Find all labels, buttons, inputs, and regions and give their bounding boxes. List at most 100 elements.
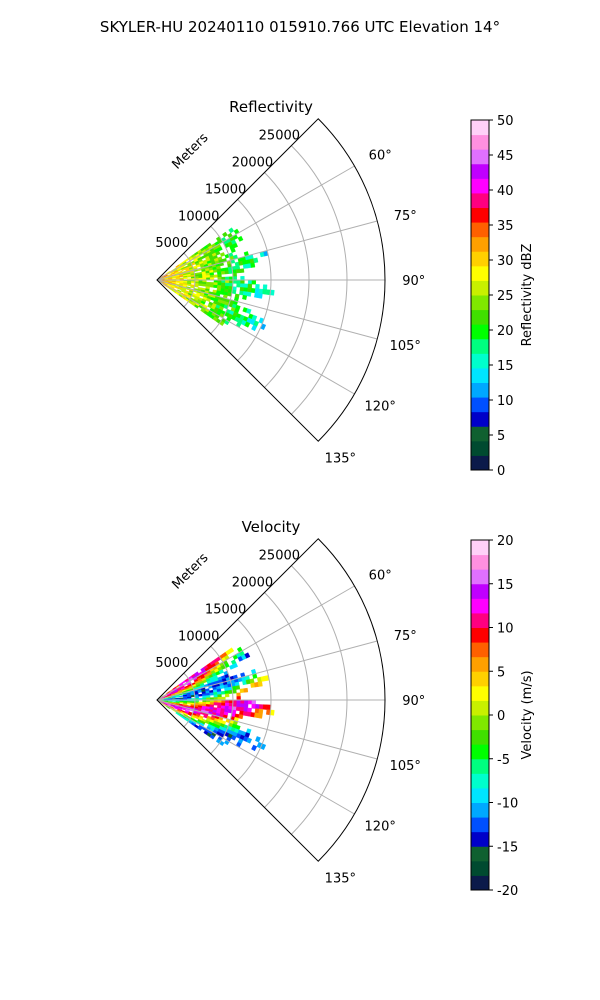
colorbar-segment [471, 817, 489, 833]
colorbar-segment [471, 455, 489, 471]
colorbar-segment [471, 134, 489, 150]
colorbar-tick-label: 15 [497, 359, 514, 374]
azimuth-gridline [156, 640, 378, 701]
figure-title: SKYLER-HU 20240110 015910.766 UTC Elevat… [100, 18, 500, 36]
azimuth-tick-label: 135° [325, 451, 356, 466]
colorbar-segment [471, 397, 489, 413]
range-tick-label: 10000 [178, 629, 219, 644]
colorbar-tick-label: 10 [497, 622, 514, 637]
range-tick-label: 20000 [232, 156, 273, 171]
colorbar-segment [471, 382, 489, 398]
colorbar-tick-label: 0 [497, 709, 505, 724]
colorbar-segment [471, 554, 489, 570]
colorbar-segment [471, 744, 489, 760]
colorbar-segment [471, 802, 489, 818]
colorbar-segment [471, 729, 489, 745]
colorbar-tick-label: 35 [497, 219, 514, 234]
range-tick-label: 20000 [232, 576, 273, 591]
azimuth-gridline [156, 279, 355, 395]
panel-reflectivity: Reflectivity 5000 10000 15000 20000 25000 Mete… [155, 98, 535, 479]
colorbar-tick-label: 0 [497, 464, 505, 479]
azimuth-gridline [156, 585, 355, 701]
colorbar-segment [471, 860, 489, 876]
colorbar-tick-label: 50 [497, 114, 514, 129]
colorbar-segment [471, 309, 489, 325]
range-axis-label: Meters [170, 550, 212, 592]
colorbar-segment [471, 251, 489, 267]
colorbar-segment [471, 875, 489, 891]
colorbar-segment [471, 583, 489, 599]
azimuth-tick-label: 75° [394, 629, 417, 644]
range-tick-label: 10000 [178, 209, 219, 224]
azimuth-tick-label: 105° [390, 759, 421, 774]
colorbar-segment [471, 715, 489, 731]
colorbar-segment [471, 787, 489, 803]
colorbar-segment [471, 831, 489, 847]
colorbar-tick-label: -5 [497, 753, 510, 768]
colorbar-segment [471, 295, 489, 311]
colorbar-tick-label: 30 [497, 254, 514, 269]
colorbar-segment [471, 192, 489, 208]
azimuth-tick-label: 120° [365, 399, 396, 414]
colorbar-segment [471, 612, 489, 628]
azimuth-gridline [156, 699, 355, 815]
range-tick-label: 25000 [259, 549, 300, 564]
colorbar-tick-label: 15 [497, 578, 514, 593]
range-tick-label: 15000 [205, 182, 246, 197]
azimuth-gridline [156, 699, 378, 760]
colorbar-segment [471, 426, 489, 442]
colorbar-segment [471, 440, 489, 456]
colorbar-segment [471, 540, 489, 556]
sector-frame [156, 538, 386, 862]
azimuth-gridline [156, 165, 355, 281]
colorbar-segment [471, 178, 489, 194]
colorbar-tick-label: 45 [497, 149, 514, 164]
colorbar-segment [471, 569, 489, 585]
range-tick-label: 5000 [155, 236, 188, 251]
azimuth-tick-label: 75° [394, 209, 417, 224]
colorbar-segment [471, 222, 489, 238]
azimuth-tick-label: 120° [365, 819, 396, 834]
colorbar-segment [471, 671, 489, 687]
colorbar-segment [471, 338, 489, 354]
range-tick-label: 15000 [205, 602, 246, 617]
azimuth-tick-label: 60° [369, 569, 392, 584]
colorbar-segment [471, 149, 489, 165]
colorbar-segment [471, 846, 489, 862]
colorbar-segment [471, 685, 489, 701]
colorbar-segment [471, 411, 489, 427]
colorbar-tick-label: 40 [497, 184, 514, 199]
colorbar-tick-label: -20 [497, 884, 518, 899]
colorbar-segment [471, 758, 489, 774]
range-axis-label: Meters [170, 130, 212, 172]
range-tick-label: 25000 [259, 129, 300, 144]
sector-frame [156, 118, 386, 442]
panels: Reflectivity500010000150002000025000Mete… [155, 98, 535, 899]
colorbar: 0 5 10 15 20 25 30 35 40 45 50 Reflectivity dBZ [470, 114, 535, 479]
colorbar-tick-label: -15 [497, 840, 518, 855]
colorbar-segment [471, 120, 489, 136]
colorbar-segment [471, 773, 489, 789]
colorbar-segment [471, 367, 489, 383]
colorbar-segment [471, 265, 489, 281]
azimuth-tick-label: 105° [390, 339, 421, 354]
colorbar-tick-label: 5 [497, 429, 505, 444]
colorbar-tick-label: 5 [497, 665, 505, 680]
azimuth-tick-label: 60° [369, 149, 392, 164]
colorbar-tick-label: 20 [497, 324, 514, 339]
azimuth-tick-label: 90° [402, 694, 425, 709]
colorbar: -20 -15 -10 -5 0 5 10 15 20 Velocity (m/s) [470, 534, 535, 899]
colorbar-tick-label: 20 [497, 534, 514, 549]
colorbar-tick-label: -10 [497, 797, 518, 812]
colorbar-label: Reflectivity dBZ [520, 244, 535, 347]
colorbar-segment [471, 656, 489, 672]
colorbar-tick-label: 10 [497, 394, 514, 409]
colorbar-segment [471, 627, 489, 643]
colorbar-segment [471, 353, 489, 369]
azimuth-tick-label: 135° [325, 871, 356, 886]
colorbar-segment [471, 324, 489, 340]
azimuth-gridline [156, 220, 378, 281]
panel-title: Velocity [242, 518, 301, 536]
colorbar-segment [471, 207, 489, 223]
